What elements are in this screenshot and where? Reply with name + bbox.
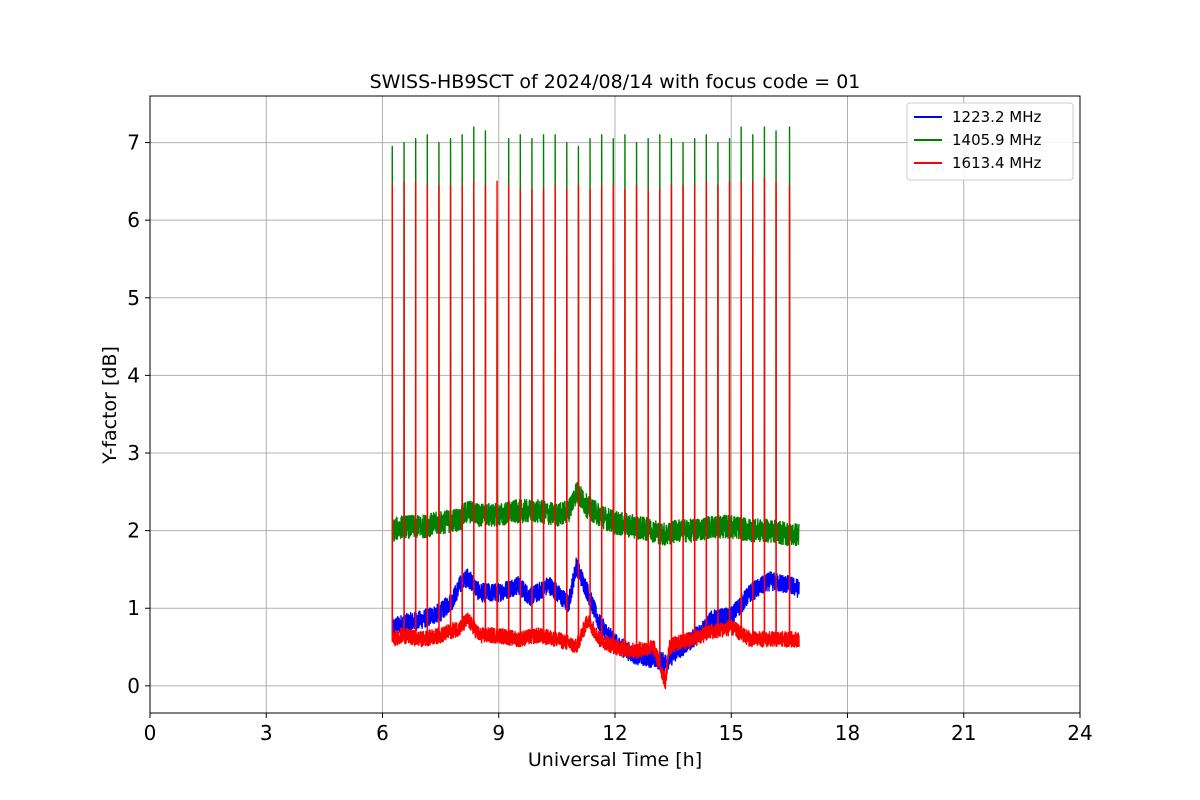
y-tick-label: 0 — [127, 674, 140, 698]
y-tick-label: 7 — [127, 131, 140, 155]
x-tick-label: 24 — [1067, 721, 1092, 745]
x-tick-label: 3 — [260, 721, 273, 745]
series-group — [391, 126, 800, 690]
legend-label: 1223.2 MHz — [952, 108, 1041, 126]
legend: 1223.2 MHz 1405.9 MHz 1613.4 MHz — [906, 102, 1074, 181]
series-line-0 — [391, 557, 800, 672]
y-tick-label: 3 — [127, 441, 140, 465]
x-tick-label: 15 — [719, 721, 744, 745]
y-tick-label: 1 — [127, 596, 140, 620]
x-tick-label: 18 — [835, 721, 860, 745]
series-line-2 — [391, 176, 800, 690]
y-axis-label: Y-factor [dB] — [99, 346, 121, 465]
y-tick-label: 4 — [127, 363, 140, 387]
y-tick-label: 6 — [127, 208, 140, 232]
x-tick-label: 0 — [144, 721, 157, 745]
y-tick-label: 5 — [127, 286, 140, 310]
legend-label: 1613.4 MHz — [952, 154, 1041, 172]
x-axis-label: Universal Time [h] — [528, 749, 702, 771]
y-tick-label: 2 — [127, 519, 140, 543]
x-tick-label: 9 — [492, 721, 505, 745]
series-line-1 — [391, 126, 800, 547]
chart-title: SWISS-HB9SCT of 2024/08/14 with focus co… — [370, 71, 861, 93]
legend-box — [906, 102, 1074, 181]
x-tick-label: 12 — [602, 721, 627, 745]
x-tick-label: 6 — [376, 721, 389, 745]
legend-label: 1405.9 MHz — [952, 131, 1041, 149]
x-tick-label: 21 — [951, 721, 976, 745]
